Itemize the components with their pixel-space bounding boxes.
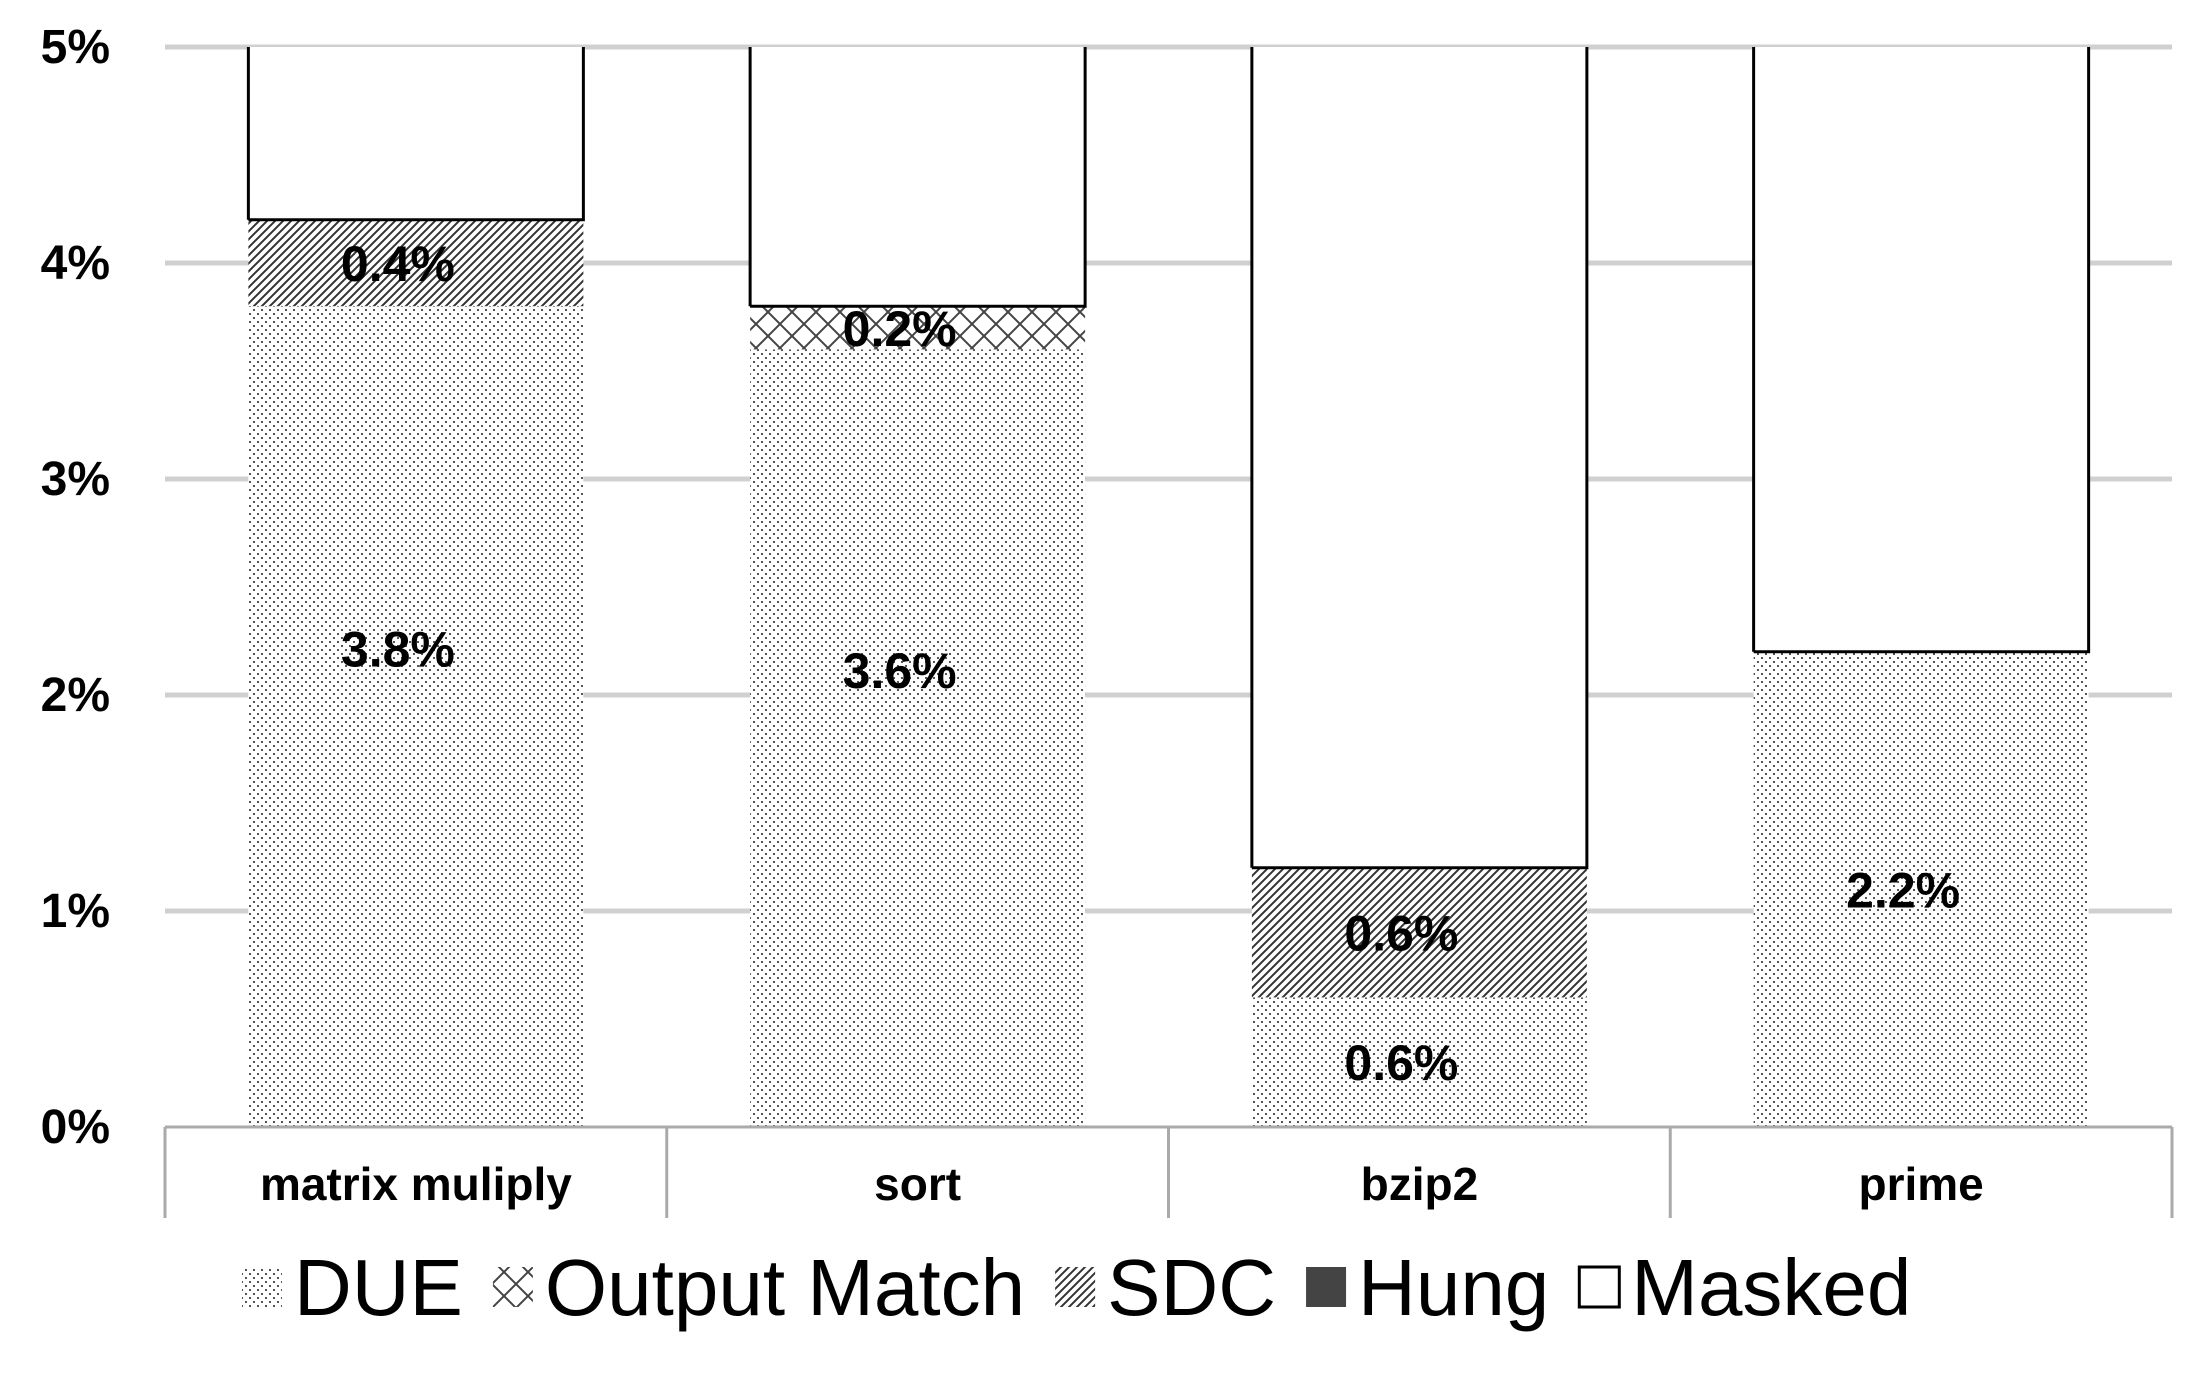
data-labels: 3.8% 0.4% 3.6% 0.2% 0.6% 0.6% 2.2%	[341, 236, 1960, 1091]
data-label: 2.2%	[1846, 862, 1960, 918]
bar-outline-matrix-muliply	[246, 47, 585, 222]
bar-segment-masked-sort	[750, 47, 1086, 307]
category-label: prime	[1858, 1158, 1983, 1210]
legend-label: Masked	[1631, 1243, 1911, 1332]
legend-label: SDC	[1107, 1243, 1276, 1332]
legend-label: Output Match	[545, 1243, 1025, 1332]
legend-label: Hung	[1358, 1243, 1549, 1332]
data-label: 0.4%	[341, 236, 455, 292]
y-tick-label: 1%	[41, 885, 110, 938]
bar-outline-bzip2	[1250, 47, 1589, 870]
bars	[246, 47, 2091, 1127]
legend-item-due: DUE	[242, 1243, 463, 1332]
bar-segment-due-sort	[750, 349, 1086, 1127]
legend-item-sdc: SDC	[1055, 1243, 1276, 1332]
legend-swatch-hung	[1306, 1267, 1347, 1307]
bar-outline-prime	[1752, 47, 2091, 654]
data-label: 0.6%	[1344, 1035, 1458, 1091]
legend-item-hung: Hung	[1306, 1243, 1549, 1332]
category-label: matrix muliply	[260, 1158, 572, 1210]
y-tick-label: 4%	[41, 237, 110, 290]
bar-segment-sdc-bzip2	[1251, 867, 1587, 998]
legend-item-masked: Masked	[1577, 1243, 1911, 1332]
y-tick-label: 5%	[41, 21, 110, 74]
data-label: 3.6%	[843, 643, 957, 699]
bar-segment-output-match-sort	[750, 306, 1086, 350]
y-tick-label: 0%	[41, 1101, 110, 1154]
legend-swatch-output-match	[492, 1267, 533, 1307]
legend-swatch-sdc	[1055, 1267, 1096, 1307]
y-tick-label: 3%	[41, 453, 110, 506]
bar-outline-sort	[748, 47, 1087, 308]
legend: DUE Output Match SDC Hung Masked	[242, 1243, 1911, 1332]
legend-swatch-due	[242, 1267, 282, 1307]
x-axis: matrix muliply sort bzip2 prime	[163, 1125, 2174, 1218]
bar-segment-masked-matrix-muliply	[248, 47, 584, 220]
data-label: 3.8%	[341, 622, 455, 678]
data-label: 0.2%	[843, 301, 957, 357]
y-axis: 0% 1% 2% 3% 4% 5%	[41, 21, 110, 1154]
y-tick-label: 2%	[41, 669, 110, 722]
category-label: sort	[874, 1158, 961, 1210]
bar-segment-masked-bzip2	[1251, 47, 1587, 868]
bar-segment-due-matrix-muliply	[248, 306, 584, 1127]
legend-item-output-match: Output Match	[492, 1243, 1025, 1332]
bar-segment-masked-prime	[1753, 47, 2089, 652]
bar-segment-due-prime	[1753, 651, 2089, 1127]
bar-segment-sdc-matrix-muliply	[248, 219, 584, 307]
legend-label: DUE	[294, 1243, 463, 1332]
category-label: bzip2	[1361, 1158, 1479, 1210]
bar-segment-due-bzip2	[1251, 997, 1587, 1127]
data-label: 0.6%	[1344, 906, 1458, 962]
legend-swatch-masked	[1577, 1265, 1621, 1309]
